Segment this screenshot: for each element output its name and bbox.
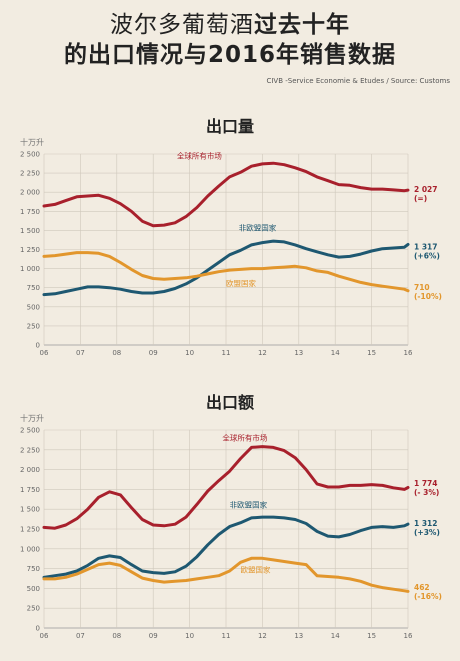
- y-tick-label: 0: [36, 625, 40, 633]
- page-title-line2: 的出口情况与2016年销售数据: [63, 42, 396, 68]
- series-line-2: [42, 556, 410, 593]
- chart-value: 十万升 0 250 500 750 1 000 1 250 1 500 1 750 2 000 2 …: [20, 413, 442, 640]
- title-part2: 过去十年: [254, 12, 350, 38]
- y-tick-label: 1 000: [20, 545, 40, 553]
- title-part1: 波尔多葡萄酒: [110, 12, 254, 38]
- x-tick-label: 06: [40, 349, 49, 357]
- series-line-1: [42, 515, 410, 579]
- y-tick-label: 2 500: [20, 151, 40, 159]
- x-tick-label: 06: [40, 632, 49, 640]
- y-tick-label: 2 000: [20, 189, 40, 197]
- end-change-2: (-16%): [414, 592, 442, 601]
- x-tick-label: 15: [367, 349, 376, 357]
- x-tick-label: 14: [331, 349, 340, 357]
- y-tick-label: 1 000: [20, 265, 40, 273]
- end-change-0: (- 3%): [414, 488, 439, 497]
- y-tick-label: 250: [27, 322, 40, 330]
- y-tick-label: 2 500: [20, 427, 40, 435]
- chart1-title: 出口量: [205, 117, 254, 136]
- end-value-2: 462: [414, 583, 430, 592]
- x-tick-label: 08: [112, 632, 121, 640]
- series-line-1: [42, 239, 410, 297]
- end-value-1: 1 312: [414, 519, 438, 528]
- y-tick-label: 2 250: [20, 446, 40, 454]
- x-tick-label: 12: [258, 349, 267, 357]
- x-tick-label: 14: [331, 632, 340, 640]
- y-tick-label: 250: [27, 605, 40, 613]
- x-tick-label: 07: [76, 632, 85, 640]
- end-change-0: (=): [414, 194, 427, 203]
- y-tick-label: 1 250: [20, 526, 40, 534]
- end-value-2: 710: [414, 283, 430, 292]
- source-note: CIVB -Service Economie & Etudes / Source…: [266, 77, 450, 85]
- series-line-0: [42, 161, 410, 228]
- y-tick-label: 1 750: [20, 208, 40, 216]
- page-title-line1: 波尔多葡萄酒过去十年: [0, 10, 460, 40]
- series-label-0: 全球所有市场: [222, 432, 267, 442]
- x-tick-label: 07: [76, 349, 85, 357]
- y-tick-label: 500: [27, 585, 40, 593]
- end-value-0: 1 774: [414, 479, 438, 488]
- y-tick-label: 1 750: [20, 486, 40, 494]
- x-tick-label: 12: [258, 632, 267, 640]
- series-label-1: 非欧盟国家: [230, 500, 268, 510]
- y-tick-label: 2 250: [20, 170, 40, 178]
- x-tick-label: 10: [185, 632, 194, 640]
- end-value-0: 2 027: [414, 185, 438, 194]
- x-tick-label: 08: [112, 349, 121, 357]
- end-change-1: (+3%): [414, 528, 440, 537]
- series-label-2: 欧盟国家: [241, 565, 271, 575]
- x-tick-label: 09: [149, 632, 158, 640]
- y-tick-label: 1 500: [20, 506, 40, 514]
- y-tick-label: 750: [27, 284, 40, 292]
- x-tick-label: 13: [294, 349, 303, 357]
- series-label-0: 全球所有市场: [177, 151, 222, 161]
- y-tick-label: 750: [27, 565, 40, 573]
- x-tick-label: 16: [404, 349, 413, 357]
- y-tick-label: 1 250: [20, 246, 40, 254]
- x-tick-label: 11: [222, 632, 231, 640]
- y-tick-label: 500: [27, 303, 40, 311]
- y-axis-unit: 十万升: [20, 137, 44, 147]
- end-value-1: 1 317: [414, 243, 438, 252]
- x-tick-label: 16: [404, 632, 413, 640]
- chart2-title: 出口额: [205, 393, 254, 412]
- y-axis-unit: 十万升: [20, 413, 44, 423]
- x-tick-label: 09: [149, 349, 158, 357]
- series-label-2: 欧盟国家: [226, 278, 256, 288]
- end-change-1: (+6%): [414, 252, 440, 261]
- y-tick-label: 1 500: [20, 227, 40, 235]
- chart-volume: 十万升 0 250 500 750 1 000 1 250 1 500 1 750 2 000 2 …: [20, 137, 442, 357]
- y-tick-label: 0: [36, 342, 40, 350]
- x-tick-label: 13: [294, 632, 303, 640]
- series-line-2: [42, 251, 410, 293]
- series-line-0: [42, 445, 410, 530]
- series-label-1: 非欧盟国家: [239, 222, 277, 232]
- x-tick-label: 10: [185, 349, 194, 357]
- end-change-2: (-10%): [414, 292, 442, 301]
- y-tick-label: 2 000: [20, 466, 40, 474]
- x-tick-label: 11: [222, 349, 231, 357]
- x-tick-label: 15: [367, 632, 376, 640]
